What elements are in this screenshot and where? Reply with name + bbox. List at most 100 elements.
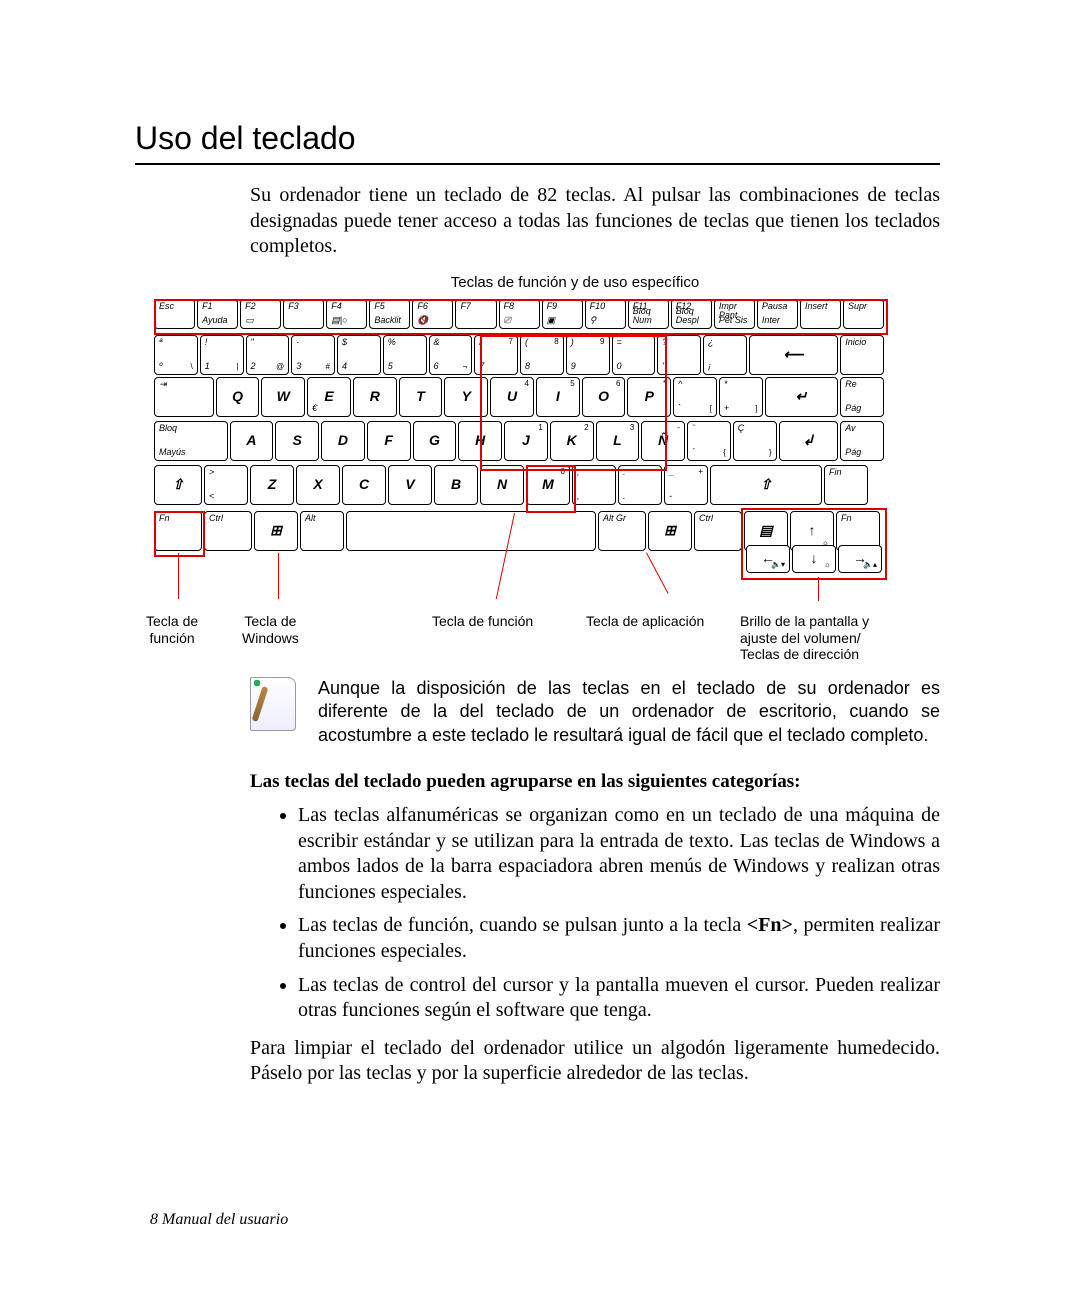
key: 2K: [550, 421, 594, 461]
list-item: Las teclas de función, cuando se pulsan …: [298, 913, 940, 964]
key: Supr: [843, 299, 884, 329]
key: Fn: [154, 511, 202, 551]
key: ><: [204, 465, 248, 505]
keyboard-caption: Teclas de función y de uso específico: [210, 274, 940, 291]
key: W: [261, 377, 305, 417]
title-rule: [135, 163, 940, 165]
note-block: Aunque la disposición de las teclas en e…: [250, 677, 940, 747]
list-item: Las teclas de control del cursor y la pa…: [298, 973, 940, 1024]
key: =0: [612, 335, 656, 375]
key: ?': [657, 335, 701, 375]
key: ↓☼: [792, 545, 836, 573]
key: Y: [444, 377, 488, 417]
key: !1|: [200, 335, 244, 375]
key: F10⚲: [585, 299, 626, 329]
key: €E: [307, 377, 351, 417]
key: *+]: [719, 377, 763, 417]
intro-paragraph: Su ordenador tiene un teclado de 82 tecl…: [210, 183, 940, 260]
key: F8⎚: [499, 299, 540, 329]
key: Inicio: [840, 335, 884, 375]
keyboard-labels: Tecla de función Tecla de Windows Tecla …: [150, 591, 948, 641]
categories-heading: Las teclas del teclado pueden agruparse …: [250, 771, 940, 793]
key: ⇥: [154, 377, 214, 417]
key: 0M: [526, 465, 570, 505]
key: F6🔇: [412, 299, 453, 329]
key: [346, 511, 596, 551]
key: 6O: [582, 377, 626, 417]
key: ⇧: [154, 465, 202, 505]
key: R: [353, 377, 397, 417]
key: 4U: [490, 377, 534, 417]
key: ←🔈▾: [746, 545, 790, 573]
key: -Ñ: [641, 421, 685, 461]
key: RePág: [840, 377, 884, 417]
key: →🔈▴: [838, 545, 882, 573]
closing-paragraph: Para limpiar el teclado del ordenador ut…: [250, 1036, 940, 1087]
keyboard-diagram: EscF1AyudaF2▭F3F4▤|○F5BacklitF6🔇F7F8⎚F9▣…: [150, 299, 948, 641]
key: Impr PantPet Sis: [714, 299, 755, 329]
key: ↵: [765, 377, 839, 417]
key: ¿¡: [703, 335, 747, 375]
key: Ctrl: [204, 511, 252, 551]
page-footer: 8 Manual del usuario: [150, 1211, 288, 1229]
key: (88: [520, 335, 564, 375]
fn-key-label: <Fn>: [747, 914, 793, 936]
key: %5: [383, 335, 427, 375]
bullet-text: Las teclas de función, cuando se pulsan …: [298, 914, 747, 936]
key: Q: [216, 377, 260, 417]
key: F2▭: [240, 299, 281, 329]
key: Esc: [154, 299, 195, 329]
key: $4: [337, 335, 381, 375]
key: )99: [566, 335, 610, 375]
note-icon: [250, 677, 296, 731]
key: _-+: [664, 465, 708, 505]
key: F4▤|○: [326, 299, 367, 329]
key: Ç}: [733, 421, 777, 461]
key: 1J: [504, 421, 548, 461]
key: *P: [627, 377, 671, 417]
key: N: [480, 465, 524, 505]
categories-list: Las teclas alfanuméricas se organizan co…: [262, 803, 940, 1024]
key: :.: [618, 465, 662, 505]
key: G: [413, 421, 457, 461]
key: "2@: [246, 335, 290, 375]
key: F7: [455, 299, 496, 329]
key: PausaInter: [757, 299, 798, 329]
key: ↲: [779, 421, 839, 461]
key: F9▣: [542, 299, 583, 329]
label-arrows: Brillo de la pantalla y ajuste del volum…: [740, 613, 869, 663]
key: ^`[: [673, 377, 717, 417]
key: ¨´{: [687, 421, 731, 461]
label-fn: Tecla de función: [146, 613, 198, 647]
key: ·3#: [291, 335, 335, 375]
key: F12Bloq Despl: [671, 299, 712, 329]
list-item: Las teclas alfanuméricas se organizan co…: [298, 803, 940, 905]
key: V: [388, 465, 432, 505]
key: AvPág: [840, 421, 884, 461]
key: ⇧: [710, 465, 822, 505]
note-text: Aunque la disposición de las teclas en e…: [318, 677, 940, 747]
key: F3: [283, 299, 324, 329]
key: X: [296, 465, 340, 505]
key: 3L: [596, 421, 640, 461]
key: Alt: [300, 511, 344, 551]
key: A: [230, 421, 274, 461]
key: H: [458, 421, 502, 461]
key: F11Bloq Num: [628, 299, 669, 329]
key: C: [342, 465, 386, 505]
key: ⟵: [749, 335, 838, 375]
key: F5Backlit: [369, 299, 410, 329]
key: D: [321, 421, 365, 461]
key: S: [275, 421, 319, 461]
label-windows: Tecla de Windows: [242, 613, 299, 647]
manual-page: Uso del teclado Su ordenador tiene un te…: [0, 0, 1080, 1309]
key: Ctrl: [694, 511, 742, 551]
key: /77: [474, 335, 518, 375]
key: 5I: [536, 377, 580, 417]
key: ⊞: [648, 511, 692, 551]
key: Insert: [800, 299, 841, 329]
key: &6¬: [429, 335, 473, 375]
key: Fin: [824, 465, 868, 505]
key: BloqMayús: [154, 421, 228, 461]
key: ⊞: [254, 511, 298, 551]
